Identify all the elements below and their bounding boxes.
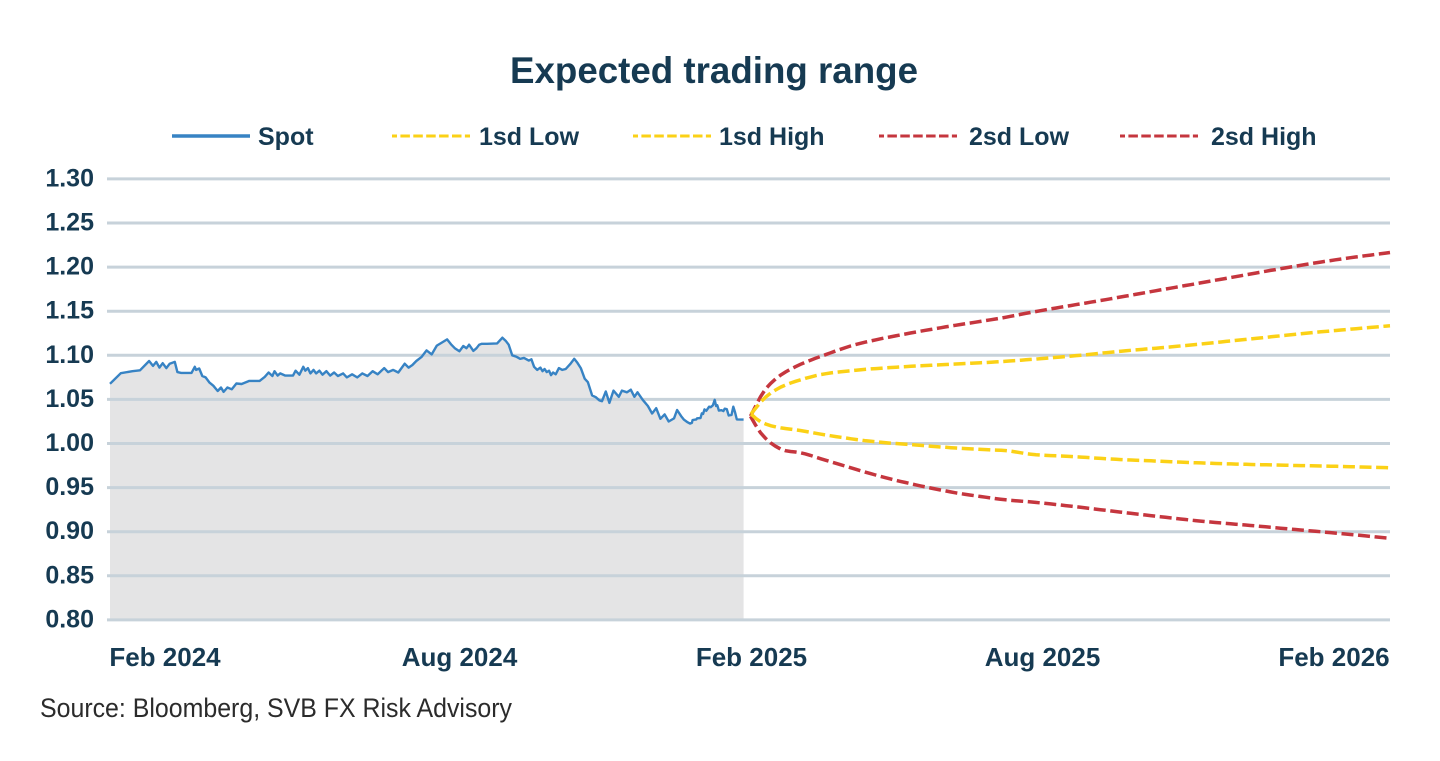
svg-text:1.20: 1.20 [45, 253, 94, 281]
svg-text:Feb 2024: Feb 2024 [109, 642, 221, 672]
svg-text:0.80: 0.80 [45, 605, 94, 633]
svg-text:0.95: 0.95 [45, 473, 94, 501]
svg-text:Source: Bloomberg, SVB FX Risk: Source: Bloomberg, SVB FX Risk Advisory [40, 693, 512, 723]
svg-text:1.05: 1.05 [45, 385, 94, 413]
svg-text:1sd Low: 1sd Low [479, 123, 580, 151]
svg-text:0.85: 0.85 [45, 561, 94, 589]
svg-text:2sd Low: 2sd Low [969, 123, 1070, 151]
svg-text:2sd High: 2sd High [1211, 123, 1317, 151]
svg-text:Aug 2025: Aug 2025 [985, 642, 1101, 672]
svg-text:1.30: 1.30 [45, 164, 94, 192]
svg-text:Feb 2025: Feb 2025 [696, 642, 807, 672]
svg-text:1.10: 1.10 [45, 341, 94, 369]
svg-text:1.25: 1.25 [45, 209, 94, 237]
svg-text:Spot: Spot [258, 123, 314, 151]
svg-text:Expected trading range: Expected trading range [510, 50, 918, 91]
svg-text:Aug 2024: Aug 2024 [402, 642, 518, 672]
svg-text:1sd High: 1sd High [719, 123, 825, 151]
svg-text:1.15: 1.15 [45, 297, 94, 325]
svg-text:0.90: 0.90 [45, 517, 94, 545]
svg-text:Feb 2026: Feb 2026 [1278, 642, 1389, 672]
svg-text:1.00: 1.00 [45, 429, 94, 457]
